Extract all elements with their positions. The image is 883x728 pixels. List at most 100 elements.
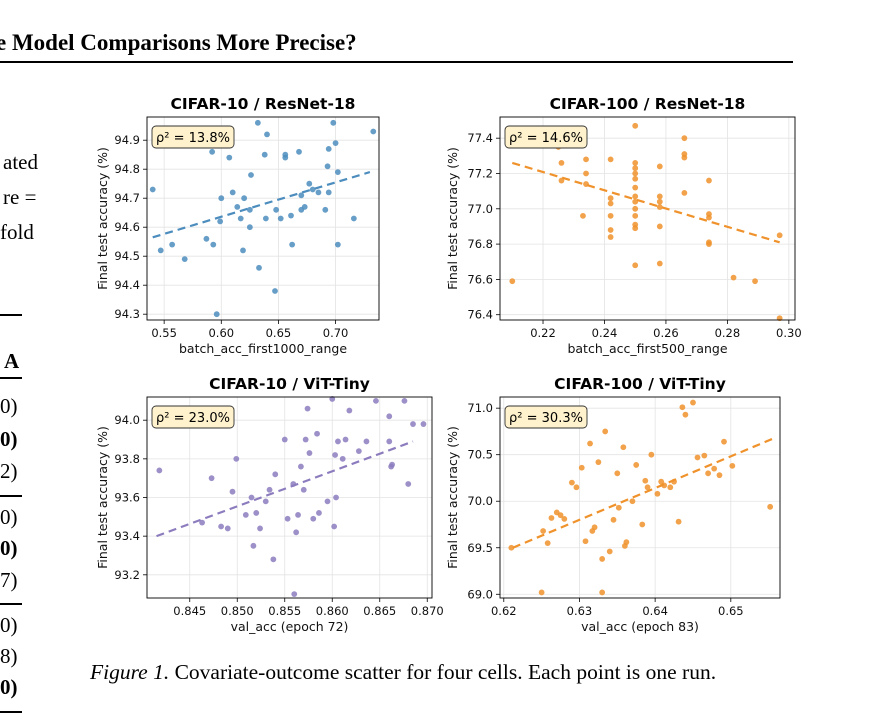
data-point <box>324 163 331 170</box>
scatter-panel-2: 0.22 0.24 0.26 0.28 0.30 76.4 76.6 76.8 77.0 77.2… <box>445 95 802 356</box>
panel-title: CIFAR-10 / ViT-Tiny <box>209 375 370 393</box>
table-cell-fragment: 0) <box>0 613 18 637</box>
rho-squared-annotation: ρ² = 23.0% <box>156 411 230 426</box>
x-tick-label: 0.65 <box>266 326 292 340</box>
section-heading: e Model Comparisons More Precise? <box>0 30 357 55</box>
heading-rule <box>0 61 793 63</box>
data-point <box>558 177 565 184</box>
data-point <box>386 438 393 445</box>
data-point <box>614 470 621 477</box>
data-point <box>632 198 639 205</box>
data-point <box>333 494 339 501</box>
y-axis-label: Final test accuracy (%) <box>95 147 110 290</box>
data-point <box>730 274 737 281</box>
data-point <box>681 190 688 196</box>
data-point <box>386 413 393 420</box>
data-point <box>339 455 346 462</box>
y-tick-label: 76.6 <box>467 272 493 286</box>
data-point <box>241 195 248 202</box>
data-point <box>242 511 249 518</box>
x-tick-label: 0.28 <box>715 326 741 340</box>
y-tick-label: 77.4 <box>467 131 493 145</box>
y-tick-label: 93.8 <box>114 452 140 466</box>
data-point <box>316 510 322 516</box>
x-tick-label: 0.65 <box>718 604 744 618</box>
data-point <box>654 490 661 497</box>
body-text-fragment-3: fold <box>0 220 34 244</box>
data-point <box>544 540 551 546</box>
data-point <box>295 511 301 518</box>
data-point <box>304 405 311 412</box>
data-point <box>623 539 630 546</box>
data-point <box>209 148 216 155</box>
table-bottom-rule <box>0 711 22 713</box>
data-point <box>607 195 614 202</box>
data-point <box>615 504 622 511</box>
data-point <box>620 444 627 451</box>
data-point <box>632 262 639 269</box>
data-point <box>315 189 322 196</box>
data-point <box>181 256 188 262</box>
panel-title: CIFAR-100 / ViT-Tiny <box>554 375 726 393</box>
data-point <box>776 232 783 239</box>
data-point <box>582 538 589 545</box>
data-point <box>296 148 302 155</box>
data-point <box>218 195 225 202</box>
data-point <box>208 475 215 482</box>
caption-text: Covariate-outcome scatter for four cells… <box>174 660 717 684</box>
data-point <box>690 399 696 406</box>
data-point <box>583 156 589 163</box>
data-point <box>706 214 712 221</box>
data-point <box>210 241 217 248</box>
data-point <box>334 169 341 176</box>
data-point <box>298 192 305 199</box>
x-tick-label: 0.865 <box>363 604 396 618</box>
data-point <box>332 452 338 458</box>
data-point <box>656 193 663 200</box>
data-point <box>310 515 317 522</box>
data-point <box>257 525 263 532</box>
data-point <box>389 461 395 468</box>
x-tick-label: 0.70 <box>323 326 349 340</box>
data-point <box>264 131 270 138</box>
y-tick-label: 94.5 <box>114 249 140 263</box>
data-point <box>599 589 606 596</box>
rho-squared-annotation: ρ² = 13.8% <box>156 131 230 146</box>
table-cell-fragment: 0) <box>0 394 18 418</box>
x-tick-label: 0.62 <box>491 604 517 618</box>
y-tick-label: 70.0 <box>467 494 493 508</box>
data-point <box>705 470 712 477</box>
data-point <box>335 438 341 445</box>
data-point <box>587 440 593 447</box>
panel-title: CIFAR-10 / ResNet-18 <box>171 95 356 113</box>
y-tick-label: 93.6 <box>114 491 140 505</box>
data-point <box>229 189 236 196</box>
table-cell-fragment: 0) <box>0 675 18 699</box>
data-point <box>721 438 727 445</box>
data-point <box>410 421 416 427</box>
x-tick-label: 0.855 <box>268 604 301 618</box>
data-point <box>632 193 639 200</box>
data-point <box>706 241 712 247</box>
x-axis-label: batch_acc_first1000_range <box>179 341 347 356</box>
figure-caption: Figure 1. Covariate-outcome scatter for … <box>90 658 800 687</box>
data-point <box>632 175 639 182</box>
y-axis-label: Final test accuracy (%) <box>95 426 110 569</box>
y-tick-label: 77.0 <box>467 202 493 216</box>
body-text-fragment-1: ated <box>3 150 38 174</box>
data-point <box>246 224 253 231</box>
data-point <box>261 151 268 158</box>
table-cell-fragment: 0) <box>0 427 18 451</box>
table-group-rule <box>0 603 22 605</box>
data-point <box>256 264 262 271</box>
data-point <box>246 206 253 213</box>
data-point <box>711 465 718 472</box>
plot-frame <box>499 116 796 321</box>
y-tick-label: 93.2 <box>114 568 140 582</box>
data-point <box>324 498 331 505</box>
data-point <box>270 556 277 563</box>
data-point <box>632 225 639 232</box>
data-point <box>363 438 370 445</box>
data-point <box>300 486 307 493</box>
